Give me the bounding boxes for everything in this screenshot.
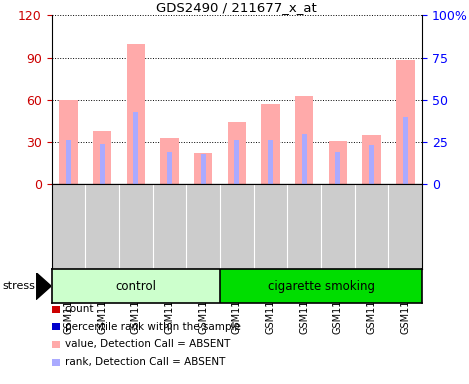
Bar — [127, 43, 145, 184]
Bar — [52, 269, 220, 303]
Bar — [369, 146, 374, 184]
Bar — [329, 141, 347, 184]
Bar — [234, 141, 239, 184]
Bar — [261, 104, 280, 184]
Text: value, Detection Call = ABSENT: value, Detection Call = ABSENT — [65, 339, 230, 349]
Bar — [396, 60, 415, 184]
Bar — [335, 152, 340, 184]
Bar — [302, 134, 307, 184]
Bar — [133, 112, 138, 184]
Polygon shape — [36, 273, 51, 300]
Bar — [268, 141, 273, 184]
Bar — [167, 152, 172, 184]
Bar — [363, 135, 381, 184]
Bar — [59, 100, 78, 184]
Bar — [201, 154, 206, 184]
Text: cigarette smoking: cigarette smoking — [267, 280, 375, 293]
Text: rank, Detection Call = ABSENT: rank, Detection Call = ABSENT — [65, 357, 225, 367]
Text: percentile rank within the sample: percentile rank within the sample — [65, 322, 241, 332]
Bar — [99, 144, 105, 184]
Bar — [66, 141, 71, 184]
Bar — [194, 153, 212, 184]
Bar — [227, 122, 246, 184]
Text: count: count — [65, 304, 94, 314]
Bar — [93, 131, 111, 184]
Text: stress: stress — [2, 281, 35, 291]
Title: GDS2490 / 211677_x_at: GDS2490 / 211677_x_at — [157, 1, 317, 14]
Bar — [403, 117, 408, 184]
Text: control: control — [115, 280, 156, 293]
Bar — [295, 96, 313, 184]
Bar — [220, 269, 422, 303]
Bar — [160, 138, 179, 184]
